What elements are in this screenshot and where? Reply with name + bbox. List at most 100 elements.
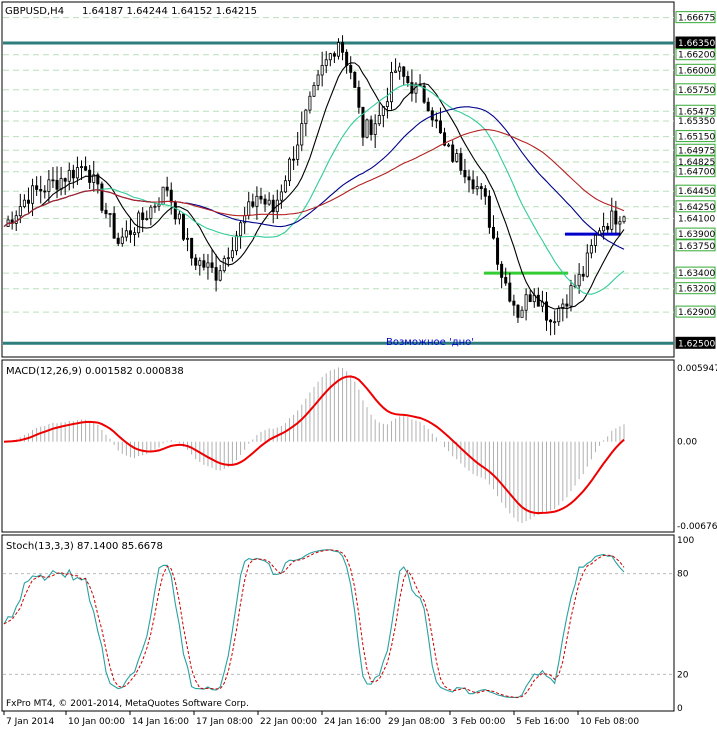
price-label-box (675, 36, 716, 49)
candle-body (320, 65, 324, 76)
copyright-text: FxPro MT4, © 2001-2014, MetaQuotes Softw… (6, 699, 249, 709)
candle-body (206, 262, 210, 268)
candle-body (434, 119, 438, 122)
moving-average-line (3, 84, 625, 295)
macd-axis-zero: 0.00 (677, 438, 697, 448)
macd-axis-min: -0.006762 (677, 522, 717, 532)
candle-body (622, 216, 626, 223)
candle-body (120, 236, 124, 244)
candle-body (165, 186, 169, 191)
candle-body (357, 87, 361, 108)
price-tick-label: 1.66200 (678, 51, 715, 61)
candle-body (100, 183, 104, 211)
candle-body (312, 84, 316, 97)
macd-axis: 0.005947 0.00 -0.006762 (677, 364, 717, 532)
price-label-box (675, 200, 716, 213)
candle-body (614, 210, 618, 225)
candle-body (190, 237, 194, 259)
time-tick-label: 10 Feb 08:00 (580, 717, 639, 727)
moving-averages (3, 62, 625, 310)
candle-body (504, 276, 508, 284)
candle-body (336, 42, 340, 57)
candle-body (353, 71, 357, 88)
price-label-box (675, 104, 716, 117)
candle-body (67, 169, 71, 182)
candle-body (239, 222, 243, 237)
price-label-box (675, 227, 716, 240)
price-tick-label: 1.66350 (678, 39, 715, 49)
stochastic-series (3, 549, 674, 699)
candle-body (606, 226, 610, 230)
time-tick-label: 5 Feb 16:00 (516, 717, 570, 727)
time-tick-label: 3 Feb 00:00 (452, 717, 506, 727)
candle-body (296, 144, 300, 160)
candle-body (512, 300, 516, 306)
candle-body (198, 260, 202, 266)
main-panel-frame (1, 1, 675, 358)
candle-body (361, 106, 365, 138)
candle-body (47, 179, 51, 192)
stoch-k-line (3, 549, 625, 699)
candle-body (145, 218, 149, 220)
price-tick-label: 1.62900 (678, 308, 715, 318)
candle-body (181, 213, 185, 240)
candle-body (332, 53, 336, 57)
stoch-label: Stoch(13,3,3) 87.1400 85.6678 (6, 541, 163, 552)
price-label-box (675, 266, 716, 279)
stoch-axis-label: 0 (677, 704, 683, 714)
price-tick-label: 1.64450 (678, 187, 715, 197)
candle-body (589, 245, 593, 254)
price-label-box (675, 63, 716, 76)
candle-body (108, 213, 112, 215)
candle-body (59, 178, 63, 190)
candle-body (426, 101, 430, 112)
stoch-axis: 100 80 20 0 (677, 536, 694, 714)
candle-body (565, 303, 569, 307)
macd-label: MACD(12,26,9) 0.001582 0.000838 (6, 366, 184, 377)
candle-body (459, 153, 463, 171)
candle-body (483, 188, 487, 197)
moving-average-line (3, 62, 625, 310)
candle-body (341, 42, 345, 53)
candle-body (177, 213, 181, 220)
candle-body (92, 174, 96, 183)
price-tick-label: 1.63200 (678, 285, 715, 295)
price-tick-label: 1.66675 (678, 14, 715, 24)
candle-body (491, 226, 495, 239)
candle-body (365, 119, 369, 138)
candle-body (35, 185, 39, 190)
candle-body (402, 66, 406, 77)
candle-body (455, 153, 459, 162)
candle-body (194, 257, 198, 266)
candle-body (71, 169, 75, 179)
macd-panel: MACD(12,26,9) 0.001582 0.000838 0.005947… (1, 359, 717, 533)
candle-body (451, 144, 455, 162)
candle-body (279, 191, 283, 201)
candle-body (210, 262, 214, 268)
candle-body (508, 282, 512, 302)
candle-body (300, 123, 304, 146)
bottom-annotation: Возможное 'дно' (386, 337, 474, 348)
candle-body (557, 308, 561, 323)
candle-body (247, 201, 251, 217)
candle-body (84, 166, 88, 171)
main-panel: 1.66675 1.66350 1.66200 1.66000 1.65750 1.654… (1, 1, 716, 358)
price-label-box (675, 130, 716, 143)
candle-body (104, 209, 108, 215)
candle-body (169, 189, 173, 203)
candle-body (479, 186, 483, 190)
price-tick-label: 1.64825 (678, 158, 715, 168)
time-tick-label: 29 Jan 08:00 (388, 717, 445, 727)
candle-body (438, 120, 442, 134)
candle-body (410, 82, 414, 94)
price-tick-label: 1.64700 (678, 168, 715, 178)
candle-body (202, 260, 206, 268)
candle-body (292, 158, 296, 161)
candle-body (369, 119, 373, 135)
price-tick-label: 1.63750 (678, 242, 715, 252)
price-label-box (675, 184, 716, 197)
price-tick-label: 1.64250 (678, 203, 715, 213)
price-label-box (675, 83, 716, 96)
candle-body (259, 195, 263, 200)
price-tick-label: 1.64100 (678, 215, 715, 225)
